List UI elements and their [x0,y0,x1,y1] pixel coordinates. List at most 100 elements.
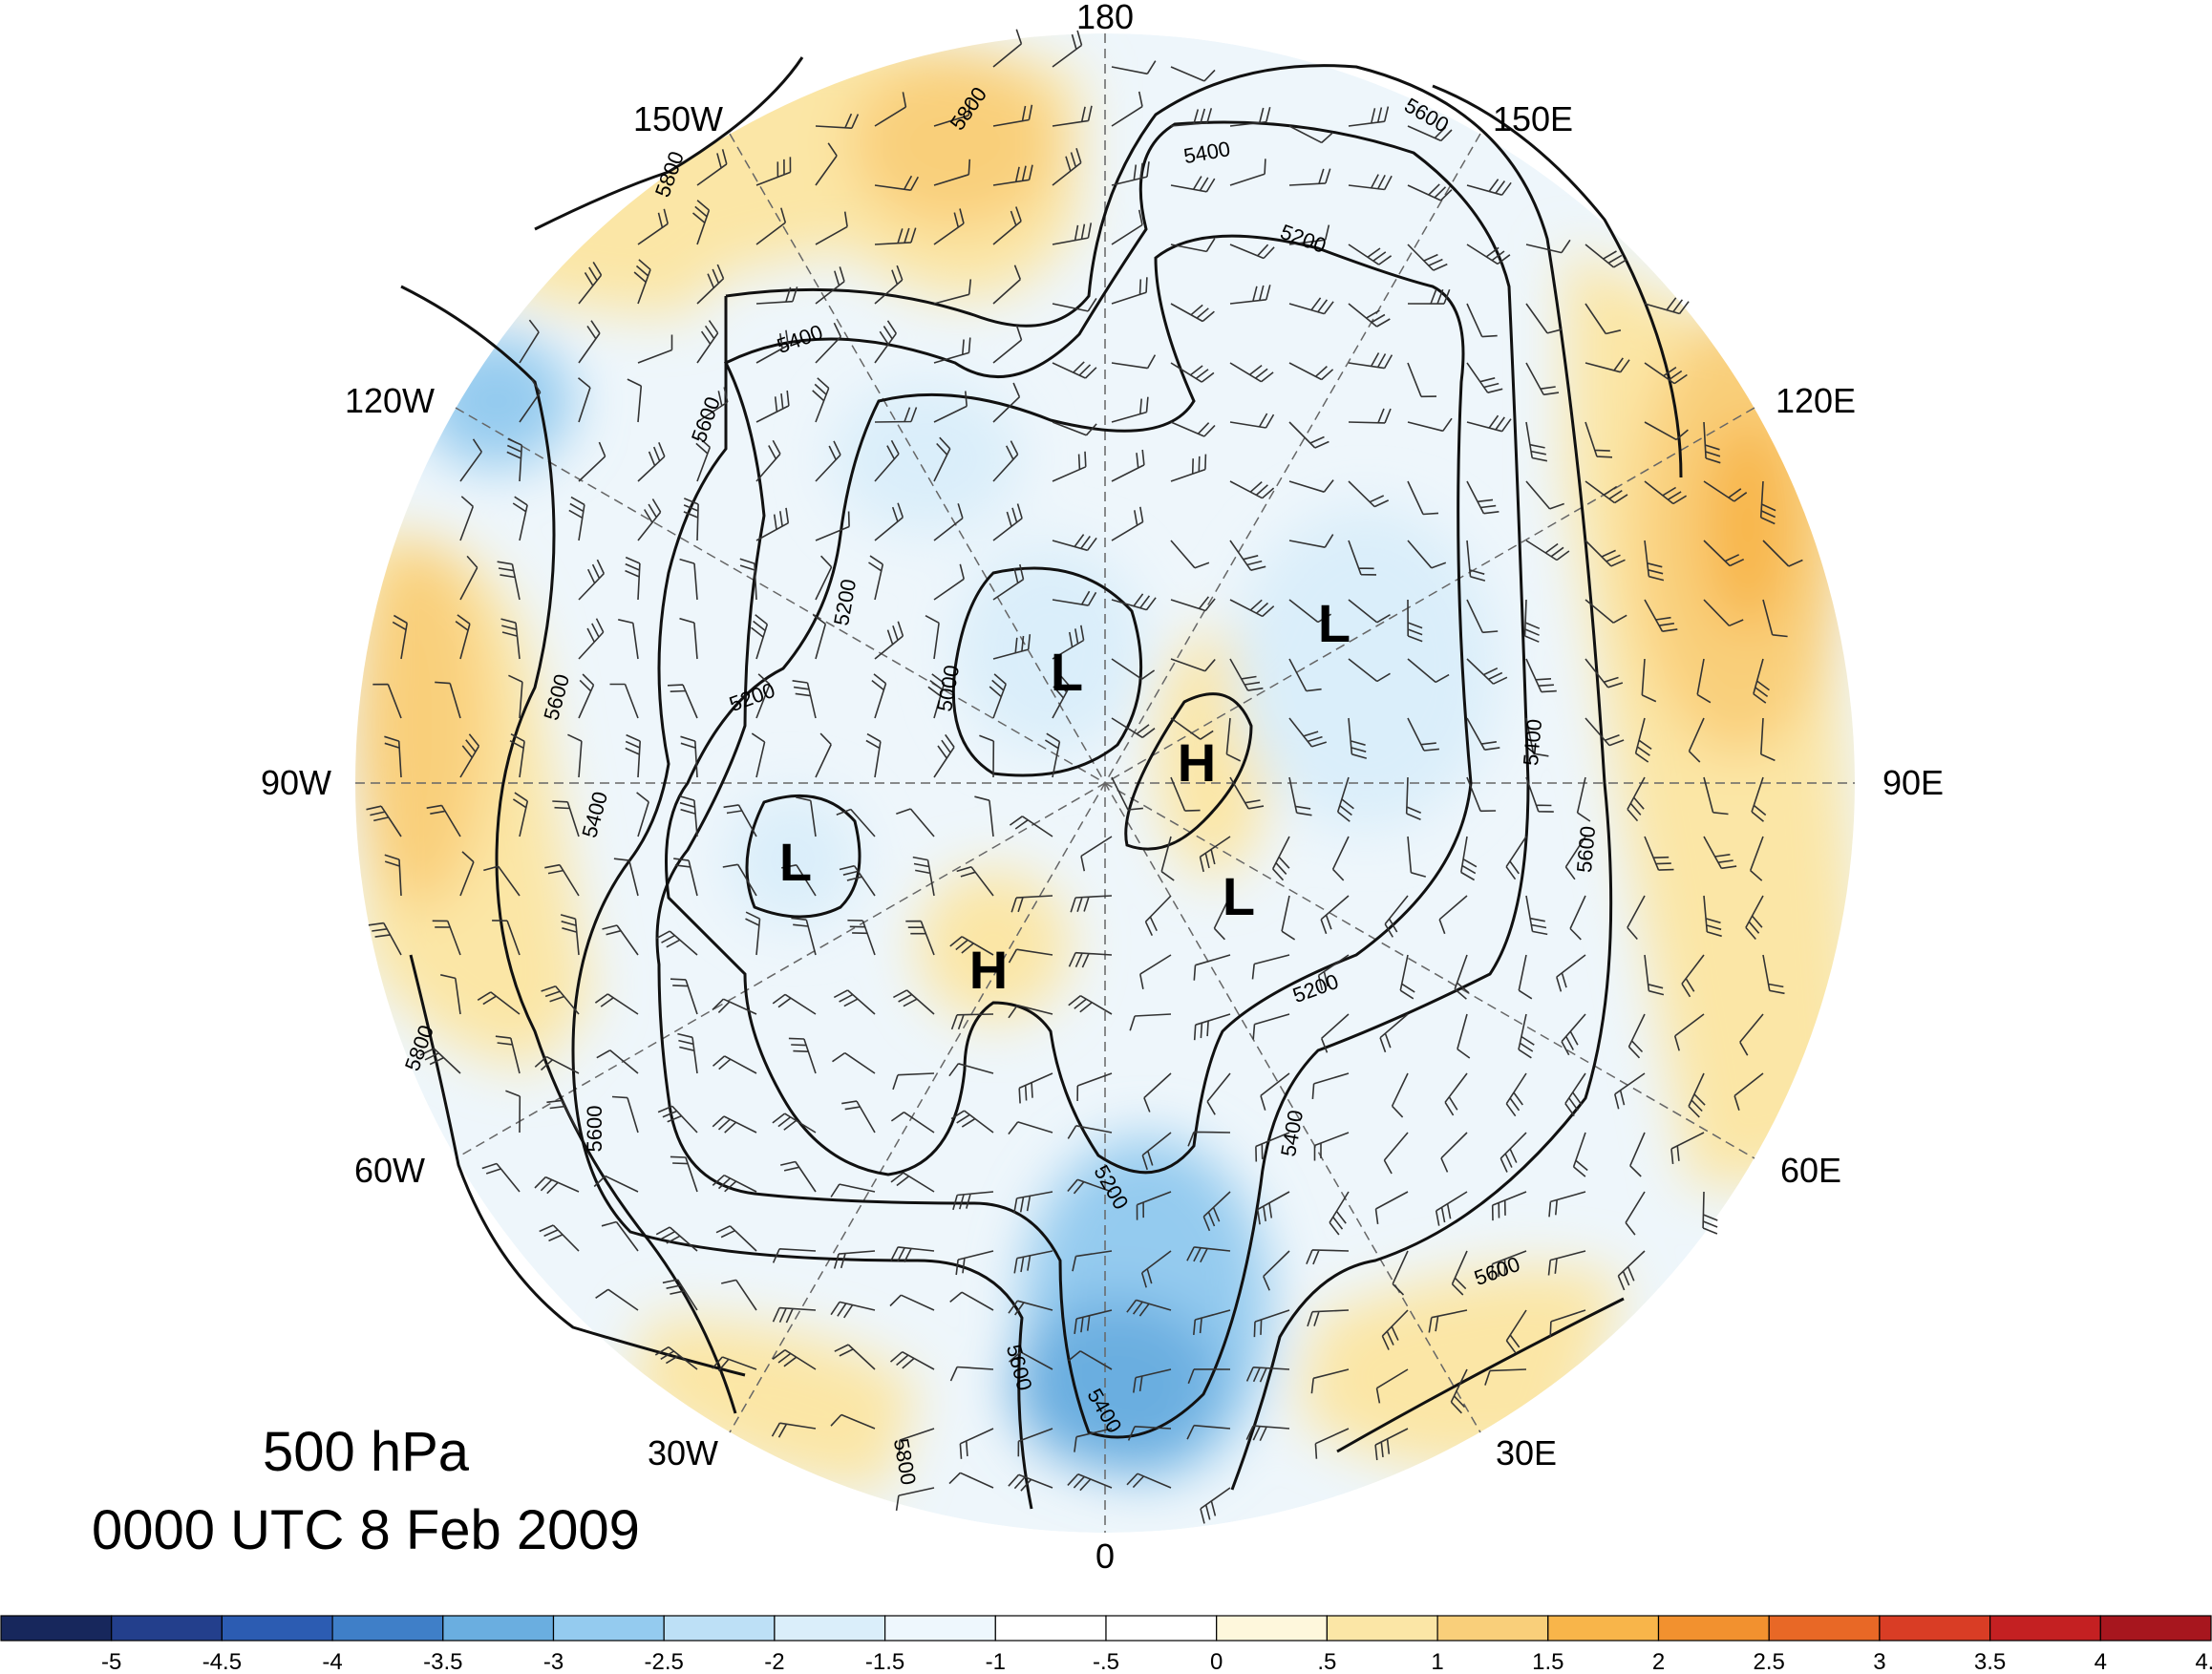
wind-barb [567,733,583,778]
wind-barb [949,936,994,956]
wind-barb [712,998,757,1015]
wind-barb [1405,776,1422,820]
wind-barb [1008,1300,1053,1316]
wind-barb [1229,159,1266,186]
wind-barb [1438,895,1468,935]
wind-barb [1627,1013,1646,1059]
colorbar: -5 -4.5 -4 -3.5 -3 -2.5 -2 -1.5 -1 -.5 0 .5 1 1.5 2 2.5… [0,1615,2212,1674]
wind-barb [1348,408,1392,424]
wind-barb [890,1246,935,1263]
wind-barb [755,507,790,541]
wind-barb [1193,954,1231,981]
wind-barb [1348,244,1393,265]
colorbar-segment [663,1615,776,1642]
colorbar-tick-label: -3.5 [423,1649,462,1674]
colorbar-segment [1216,1615,1328,1642]
colorbar-segment [1657,1615,1770,1642]
wind-barb [1703,836,1737,870]
wind-barb [948,1063,994,1077]
wind-barb [1052,147,1082,186]
pressure-system-low: L [779,832,812,892]
wind-barb [712,1174,757,1193]
wind-barb [1348,174,1393,191]
wind-barb [509,732,525,778]
colorbar-tick-label: .5 [1317,1649,1336,1674]
wind-barb [1407,599,1423,643]
wind-barb [1703,599,1744,627]
wind-barb [1466,658,1508,685]
wind-barbs [366,29,1803,1524]
wind-barb [1484,1368,1527,1386]
wind-barb [1317,954,1350,991]
wind-barb [992,563,1025,601]
wind-barb [1585,480,1628,504]
wind-barb [933,159,971,186]
colorbar-segment [883,1615,996,1642]
wind-barb [721,1279,757,1311]
wind-barb [1457,1013,1471,1059]
colorbar-segment [1768,1615,1881,1642]
wind-barb [815,555,833,601]
wind-barb [1013,1191,1053,1214]
wind-barb [1320,895,1350,935]
wind-barb [1733,1072,1764,1112]
wind-barb [796,796,817,837]
wind-barb [1585,658,1624,689]
wind-barb [1329,1191,1350,1236]
wind-barb [896,808,935,837]
wind-barb [1314,1428,1350,1459]
wind-barb [1111,396,1149,423]
wind-barb [673,858,698,897]
wind-barb [1288,658,1322,692]
colorbar-segment [774,1615,886,1642]
wind-barb [459,496,475,541]
wind-barb [1186,1424,1231,1440]
wind-barb [1391,1072,1409,1118]
wind-barb [1625,1191,1646,1236]
title-time: 0000 UTC 8 Feb 2009 [92,1499,640,1561]
wind-barb [1614,1072,1646,1110]
wind-barb [992,634,1032,660]
wind-barb [874,439,900,482]
colorbar-segment [331,1615,444,1642]
wind-barb [578,673,595,719]
wind-barb [368,922,402,956]
wind-barb [834,1344,876,1370]
wind-barb [495,1035,521,1074]
wind-barb [384,854,402,897]
wind-barb [1052,590,1097,606]
wind-barb [1052,421,1097,436]
wind-barb [1518,954,1533,1000]
wind-barb [1052,625,1085,660]
colorbar-tick-label: -4.5 [202,1649,242,1674]
wind-barb [1762,954,1785,995]
colorbar-tick-label: 0 [1210,1649,1223,1674]
wind-barb [1013,1250,1053,1274]
contour-5200 [665,234,1473,1176]
wind-barb [832,1051,876,1074]
wind-barb [1644,362,1688,385]
wind-barb [1407,717,1439,752]
wind-barb [933,436,951,482]
wind-barb [1564,836,1586,880]
wind-barb [1670,1132,1705,1164]
wind-barb [483,865,521,897]
wind-barb [1111,776,1143,811]
wind-barb [1525,239,1571,254]
wind-barb [539,1224,580,1252]
wind-barb [459,851,475,897]
longitude-labels: 180 150W 150E 120W 120E 90W 90E 60W 60E … [261,0,1944,1576]
wind-barb [1644,297,1690,315]
wind-barb [839,864,876,897]
lon-label-180: 180 [1076,0,1134,36]
wind-barb [1702,1191,1718,1235]
wind-barb [815,511,850,541]
wind-barb [1556,954,1586,992]
wind-barb [841,1100,876,1134]
wind-barb [1229,362,1274,383]
lon-label-0: 0 [1095,1536,1115,1576]
wind-barb [1052,534,1097,552]
wind-barb [1374,1428,1409,1461]
wind-barb [662,1279,698,1311]
wind-barb [751,614,769,660]
